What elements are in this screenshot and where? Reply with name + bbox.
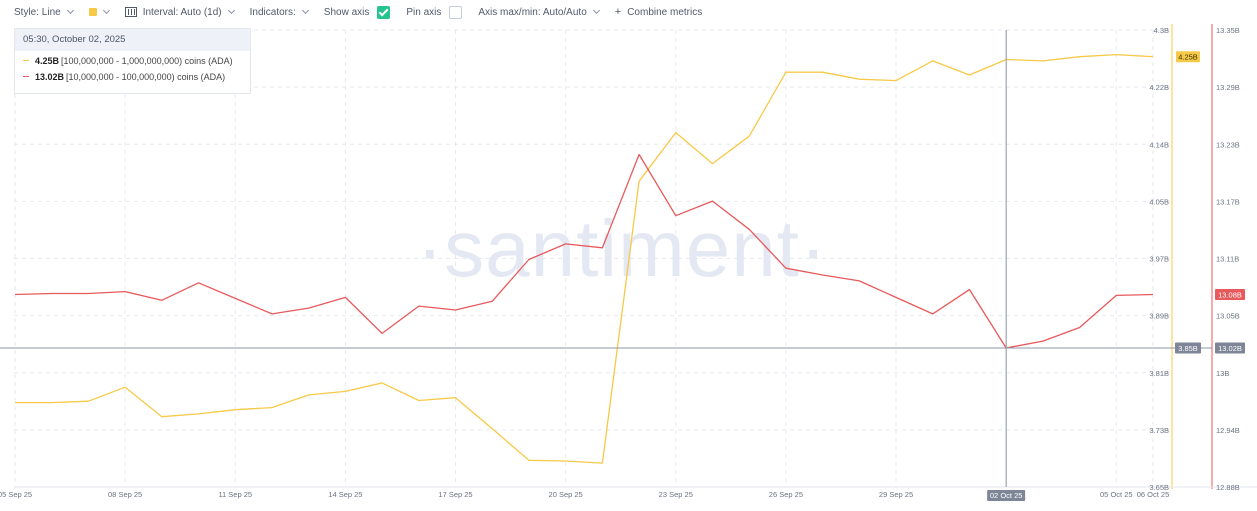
style-label: Style: Line bbox=[14, 6, 61, 18]
show-axis-toggle[interactable]: Show axis bbox=[323, 5, 391, 19]
santiment-watermark: ·santiment· bbox=[416, 204, 827, 293]
calendar-icon bbox=[124, 7, 137, 17]
left-axis-tick-label: 4.22B bbox=[1149, 83, 1169, 92]
axis-labels: 4.3B 4.22B 4.14B 4.05B 3.97B 3.89B 3.81B 3.73B 3… bbox=[0, 26, 1245, 501]
x-axis-tick-label: 05 Oct 25 bbox=[1100, 490, 1133, 499]
color-dropdown[interactable] bbox=[88, 6, 110, 16]
axes bbox=[14, 24, 1257, 489]
x-axis-tick-label: 08 Sep 25 bbox=[108, 490, 142, 499]
hover-tooltip: 05:30, October 02, 2025 4.25B [100,000,0… bbox=[14, 28, 251, 94]
right-axis-tick-label: 13.05B bbox=[1216, 312, 1240, 321]
combine-metrics-label: Combine metrics bbox=[627, 6, 703, 18]
right-axis-tick-label: 12.94B bbox=[1216, 426, 1240, 435]
tooltip-value: 4.25B bbox=[35, 55, 60, 66]
x-axis-tick-label: 06 Oct 25 bbox=[1137, 490, 1170, 499]
x-axis-tick-label: 17 Sep 25 bbox=[438, 490, 472, 499]
axis-minmax-label: Axis max/min: Auto/Auto bbox=[478, 6, 587, 18]
crosshair bbox=[0, 30, 1212, 487]
left-axis-tick-label: 4.05B bbox=[1149, 197, 1169, 206]
x-axis-tick-label: 26 Sep 25 bbox=[769, 490, 803, 499]
series-b-last-value-badge-text: 13.08B bbox=[1218, 290, 1242, 299]
right-axis-tick-label: 13.35B bbox=[1216, 26, 1240, 35]
combine-metrics-button[interactable]: + Combine metrics bbox=[615, 6, 702, 18]
right-axis-tick-label: 13.23B bbox=[1216, 140, 1240, 149]
crosshair-date-badge-text: 02 Oct 25 bbox=[990, 491, 1023, 500]
x-axis-tick-label: 20 Sep 25 bbox=[549, 490, 583, 499]
crosshair-date-badge: 02 Oct 25 bbox=[987, 490, 1026, 501]
right-axis-tick-label: 12.88B bbox=[1216, 483, 1240, 492]
left-axis-tick-label: 3.97B bbox=[1149, 255, 1169, 264]
crosshair-right-badge: 13.02B bbox=[1215, 342, 1245, 354]
series-a-legend-dash bbox=[23, 59, 29, 62]
crosshair-date-badge-bg bbox=[987, 490, 1026, 501]
show-axis-label: Show axis bbox=[323, 6, 370, 18]
tooltip-value: 13.02B bbox=[35, 71, 65, 82]
crosshair-left-badge-bg bbox=[1175, 342, 1201, 354]
right-axis-tick-label: 13.17B bbox=[1216, 197, 1240, 206]
indicators-label: Indicators: bbox=[249, 6, 296, 18]
pin-axis-checkbox[interactable] bbox=[449, 5, 463, 19]
right-axis-tick-label: 13.29B bbox=[1216, 83, 1240, 92]
interval-label: Interval: Auto (1d) bbox=[142, 6, 222, 18]
style-dropdown[interactable]: Style: Line bbox=[14, 6, 74, 18]
series-b-legend-dash bbox=[23, 75, 29, 78]
pin-axis-label: Pin axis bbox=[406, 6, 442, 18]
x-axis-tick-label: 05 Sep 25 bbox=[0, 490, 32, 499]
tooltip-date: 05:30, October 02, 2025 bbox=[15, 29, 250, 51]
right-axis-tick-label: 13B bbox=[1216, 369, 1229, 378]
left-axis-tick-label: 3.89B bbox=[1149, 312, 1169, 321]
left-axis-tick-label: 3.81B bbox=[1149, 369, 1169, 378]
left-axis-tick-label: 3.65B bbox=[1149, 483, 1169, 492]
series-a-line bbox=[15, 53, 1154, 464]
crosshair-right-badge-text: 13.02B bbox=[1218, 344, 1242, 353]
series-a-last-value-badge: 4.25B bbox=[1176, 51, 1200, 63]
crosshair-left-badge: 3.85B bbox=[1175, 342, 1201, 354]
series-b-last-value-badge-bg bbox=[1215, 288, 1245, 300]
show-axis-checkbox[interactable] bbox=[377, 5, 391, 19]
left-axis-tick-label: 4.14B bbox=[1149, 140, 1169, 149]
tooltip-row: 4.25B [100,000,000 - 1,000,000,000) coin… bbox=[15, 54, 250, 67]
series-a-last-value-badge-bg bbox=[1176, 51, 1200, 63]
tooltip-row: 13.02B [10,000,000 - 100,000,000) coins … bbox=[15, 70, 250, 83]
right-axis-tick-label: 13.11B bbox=[1216, 255, 1239, 264]
series-a-last-value-badge-text: 4.25B bbox=[1178, 53, 1198, 62]
plus-icon: + bbox=[614, 6, 622, 18]
chart-toolbar: Style: Line Interval: Auto (1d) Indicato… bbox=[0, 0, 1257, 24]
series-lines bbox=[14, 53, 1154, 464]
x-axis-tick-label: 29 Sep 25 bbox=[879, 490, 913, 499]
left-axis-tick-label: 3.73B bbox=[1149, 426, 1169, 435]
x-axis-tick-label: 14 Sep 25 bbox=[328, 490, 362, 499]
tooltip-series-name: [100,000,000 - 1,000,000,000) coins (ADA… bbox=[61, 55, 233, 66]
x-axis-tick-label: 11 Sep 25 bbox=[218, 490, 252, 499]
pin-axis-toggle[interactable]: Pin axis bbox=[406, 5, 463, 19]
color-swatch bbox=[88, 8, 97, 16]
tooltip-series-name: [10,000,000 - 100,000,000) coins (ADA) bbox=[66, 71, 226, 82]
indicators-dropdown[interactable]: Indicators: bbox=[249, 6, 309, 18]
x-axis-tick-label: 23 Sep 25 bbox=[659, 490, 693, 499]
series-b-last-value-badge: 13.08B bbox=[1215, 288, 1245, 300]
crosshair-right-badge-bg bbox=[1215, 342, 1245, 354]
interval-dropdown[interactable]: Interval: Auto (1d) bbox=[124, 6, 235, 18]
axis-minmax-dropdown[interactable]: Axis max/min: Auto/Auto bbox=[478, 6, 600, 18]
series-b-line bbox=[14, 153, 1154, 349]
crosshair-left-badge-text: 3.85B bbox=[1178, 344, 1198, 353]
left-axis-tick-label: 4.3B bbox=[1154, 26, 1169, 35]
